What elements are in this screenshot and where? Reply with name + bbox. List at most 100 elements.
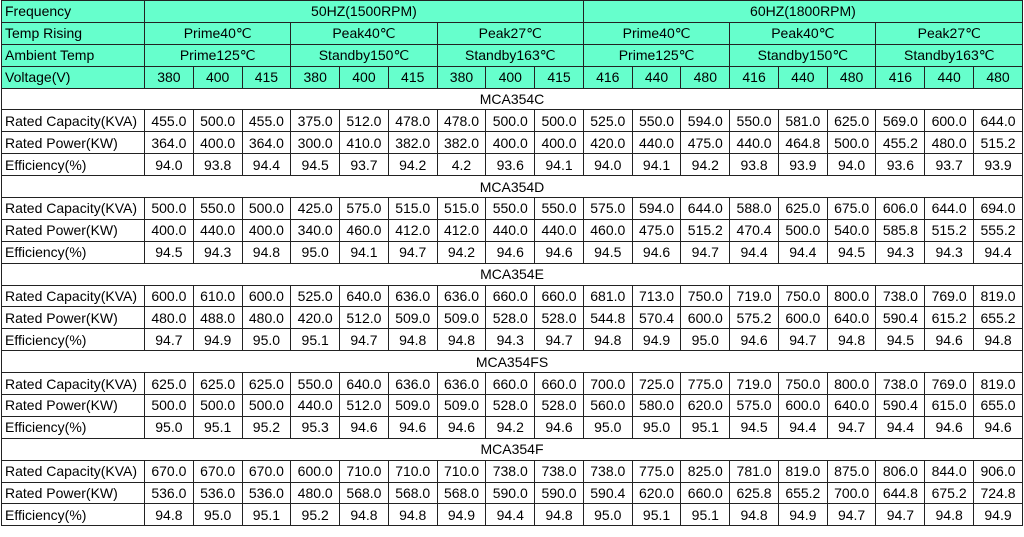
model-name: MCA354FS (1, 350, 1023, 374)
table-cell: 700.0 (826, 481, 877, 505)
voltage-header: 416 (582, 65, 633, 89)
table-cell: 94.7 (826, 503, 877, 527)
table-cell: 750.0 (777, 372, 828, 396)
table-cell: 694.0 (973, 197, 1023, 220)
table-row: Rated Capacity(KVA) 625.0 625.0 625.0 550.0 6… (1, 372, 1023, 396)
table-cell: 94.6 (339, 415, 389, 439)
table-cell: 555.2 (973, 218, 1023, 242)
table-cell: 455.0 (241, 109, 292, 133)
table-cell: 509.0 (387, 306, 438, 330)
table-cell: 440.0 (290, 394, 341, 417)
ambient-temp-header: Standby163℃ (875, 43, 1023, 67)
table-cell: 94.6 (485, 240, 536, 264)
table-cell: 382.0 (436, 131, 487, 155)
table-cell: 94.8 (241, 240, 292, 264)
row-label: Ambient Temp (1, 43, 145, 67)
table-cell: 625.0 (826, 109, 877, 133)
table-cell: 94.3 (924, 240, 975, 264)
table-cell: 412.0 (436, 218, 487, 242)
temp-rising-row: Temp Rising Prime40℃ Peak40℃ Peak27℃ Prime40… (1, 21, 1023, 45)
table-cell: 94.7 (875, 503, 926, 527)
table-cell: 455.2 (875, 131, 926, 155)
table-cell: 640.0 (826, 394, 877, 417)
table-cell: 550.0 (631, 109, 682, 133)
table-cell: 95.0 (144, 415, 194, 439)
table-cell: 475.0 (631, 218, 682, 242)
table-row: Rated Capacity(KVA) 600.0 610.0 600.0 525.0 6… (1, 284, 1023, 308)
voltage-header: 440 (924, 65, 975, 89)
table-cell: 750.0 (680, 284, 731, 308)
table-cell: 93.9 (973, 153, 1023, 177)
voltage-header: 415 (534, 65, 584, 89)
table-cell: 660.0 (534, 284, 584, 308)
table-cell: 440.0 (192, 218, 243, 242)
table-cell: 500.0 (241, 197, 292, 220)
table-cell: 464.8 (777, 131, 828, 155)
table-cell: 94.0 (582, 153, 633, 177)
table-cell: 528.0 (485, 306, 536, 330)
table-cell: 94.5 (144, 240, 194, 264)
row-label: Efficiency(%) (1, 240, 145, 264)
table-cell: 819.0 (777, 459, 828, 483)
table-row: Rated Power(KW) 536.0 536.0 536.0 480.0 568.0… (1, 481, 1023, 505)
table-cell: 500.0 (144, 394, 194, 417)
table-cell: 94.5 (582, 240, 633, 264)
ambient-temp-header: Prime125℃ (582, 43, 731, 67)
table-cell: 536.0 (241, 481, 292, 505)
table-cell: 500.0 (241, 394, 292, 417)
table-cell: 95.1 (680, 415, 731, 439)
model-title-row: MCA354FS (1, 350, 1023, 374)
table-cell: 93.6 (485, 153, 536, 177)
table-cell: 644.0 (924, 197, 975, 220)
table-cell: 94.7 (777, 328, 828, 352)
table-cell: 509.0 (387, 394, 438, 417)
table-cell: 781.0 (729, 459, 779, 483)
table-cell: 550.0 (485, 197, 536, 220)
row-label: Rated Capacity(KVA) (1, 459, 145, 483)
table-cell: 550.0 (534, 197, 584, 220)
table-cell: 655.2 (973, 306, 1023, 330)
model-title-row: MCA354E (1, 262, 1023, 286)
table-cell: 655.0 (973, 394, 1023, 417)
temp-rising-header: Prime40℃ (582, 21, 731, 45)
table-cell: 410.0 (339, 131, 389, 155)
table-cell: 738.0 (875, 372, 926, 396)
table-cell: 95.0 (582, 503, 633, 527)
table-cell: 515.2 (973, 131, 1023, 155)
table-cell: 750.0 (777, 284, 828, 308)
table-cell: 719.0 (729, 372, 779, 396)
table-cell: 515.0 (436, 197, 487, 220)
table-cell: 512.0 (339, 109, 389, 133)
table-cell: 560.0 (582, 394, 633, 417)
table-cell: 94.4 (777, 415, 828, 439)
table-cell: 94.8 (582, 328, 633, 352)
table-cell: 620.0 (631, 481, 682, 505)
table-cell: 636.0 (436, 284, 487, 308)
row-label: Efficiency(%) (1, 328, 145, 352)
table-cell: 94.7 (826, 415, 877, 439)
table-cell: 93.8 (192, 153, 243, 177)
table-cell: 525.0 (582, 109, 633, 133)
table-cell: 509.0 (436, 306, 487, 330)
table-cell: 95.0 (680, 328, 731, 352)
table-cell: 600.0 (924, 109, 975, 133)
table-cell: 95.1 (680, 503, 731, 527)
table-cell: 95.0 (290, 240, 341, 264)
table-cell: 95.0 (192, 503, 243, 527)
table-cell: 300.0 (290, 131, 341, 155)
table-cell: 460.0 (582, 218, 633, 242)
table-cell: 95.0 (241, 328, 292, 352)
row-label: Rated Power(KW) (1, 218, 145, 242)
table-cell: 94.8 (387, 328, 438, 352)
table-cell: 93.9 (777, 153, 828, 177)
table-cell: 724.8 (973, 481, 1023, 505)
voltage-header: 380 (290, 65, 341, 89)
table-cell: 94.0 (144, 153, 194, 177)
table-cell: 375.0 (290, 109, 341, 133)
table-cell: 681.0 (582, 284, 633, 308)
temp-rising-header: Prime40℃ (143, 21, 292, 45)
table-cell: 660.0 (680, 481, 731, 505)
table-cell: 440.0 (485, 218, 536, 242)
table-cell: 94.3 (485, 328, 536, 352)
